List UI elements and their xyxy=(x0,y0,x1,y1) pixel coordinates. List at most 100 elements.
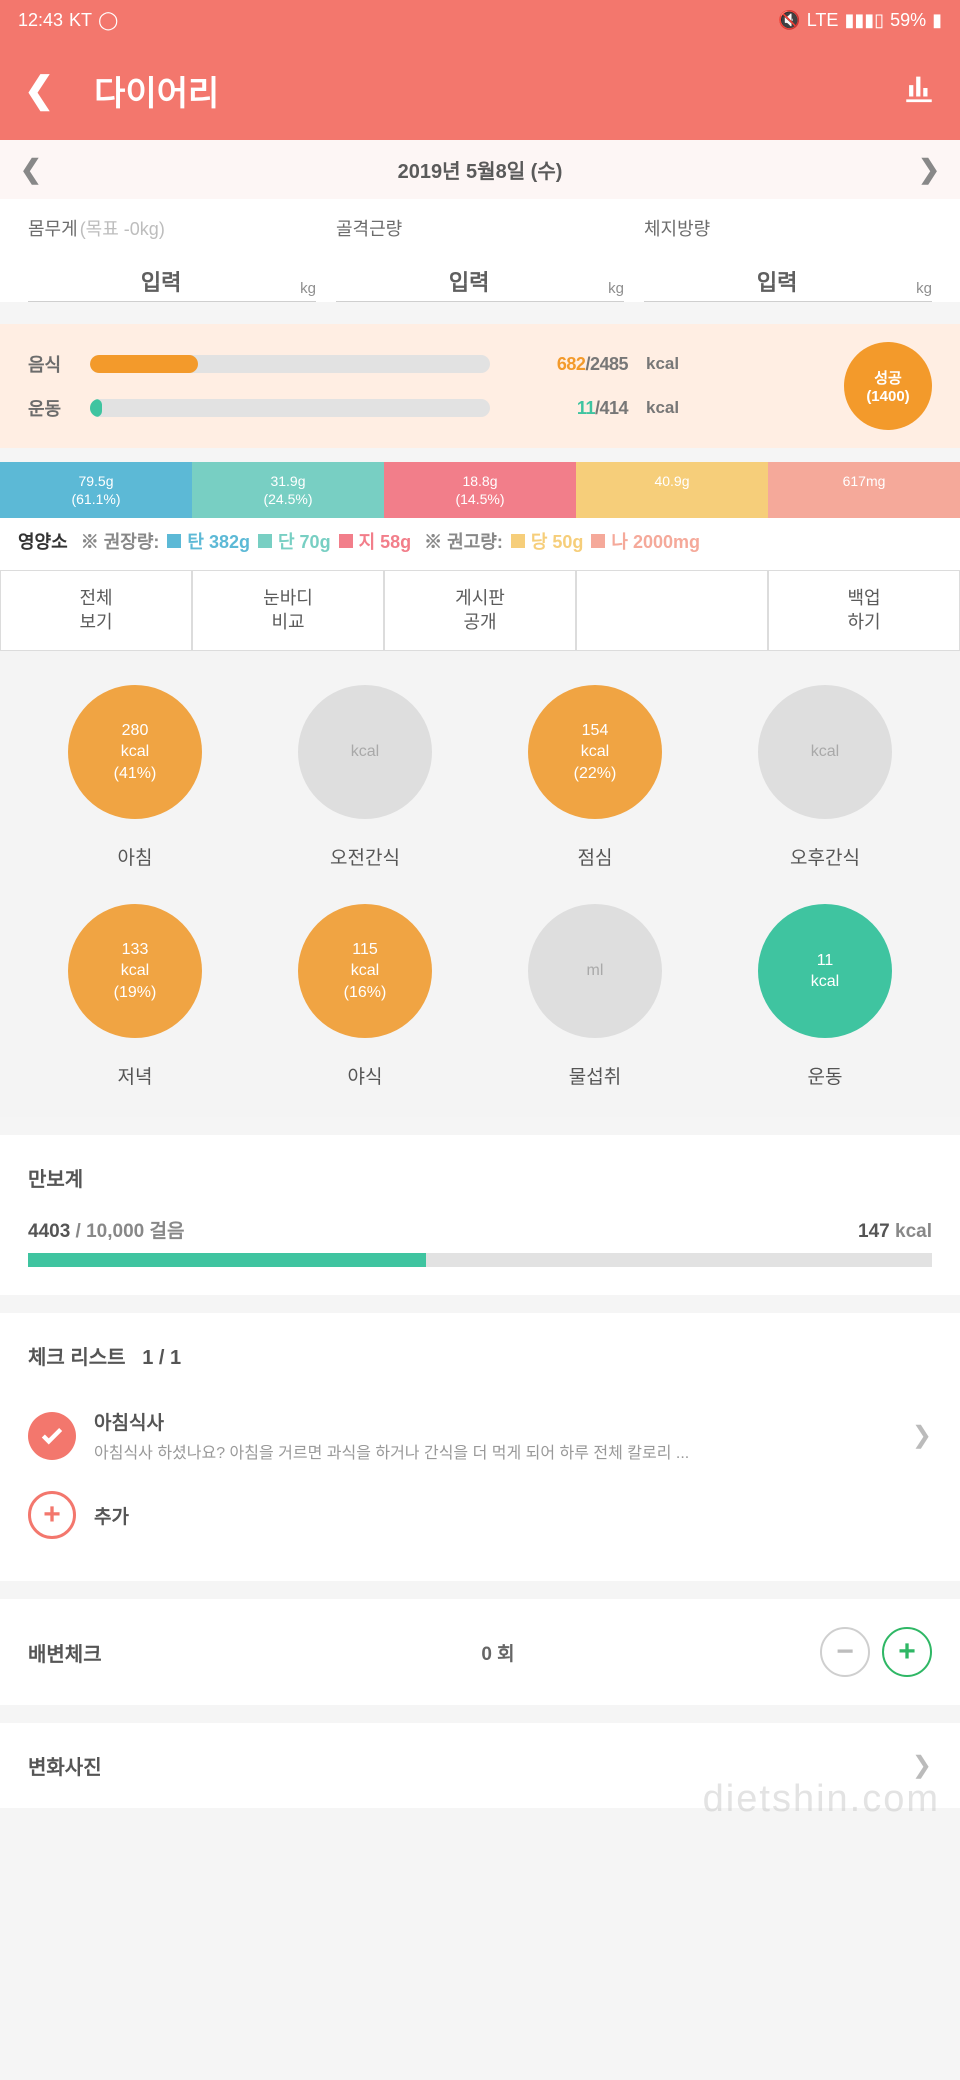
checklist-text: 아침식사 아침식사 하셨나요? 아침을 거르면 과식을 하거나 간식을 더 먹게… xyxy=(94,1408,894,1463)
network-label: LTE xyxy=(807,10,839,31)
bowel-label: 배변체크 xyxy=(28,1638,188,1667)
nutrient-legend: 영양소 ※ 권장량:탄 382g단 70g지 58g ※ 권고량:당 50g나 … xyxy=(0,518,960,570)
pedometer-section: 만보계 4403 / 10,000 걸음 147 kcal xyxy=(0,1135,960,1295)
meal-cell[interactable]: kcal오후간식 xyxy=(710,685,940,870)
exercise-progress-fill xyxy=(90,399,102,417)
metric-input-row[interactable]: 입력 kg xyxy=(336,265,624,302)
body-metrics: 몸무게(목표 -0kg) 입력kg골격근량 입력kg체지방량 입력kg xyxy=(0,199,960,302)
plus-circle-icon: + xyxy=(28,1491,76,1539)
metric-input[interactable]: 입력 xyxy=(644,265,910,297)
goal-badge[interactable]: 성공 (1400) xyxy=(844,342,932,430)
exercise-progress xyxy=(90,399,490,417)
meal-circle: 11kcal xyxy=(758,904,892,1038)
chevron-right-icon: ❯ xyxy=(912,1751,932,1780)
status-left: 12:43 KT ◯ xyxy=(18,10,118,31)
check-done-icon xyxy=(28,1412,76,1460)
metric-input-row[interactable]: 입력 kg xyxy=(644,265,932,302)
status-carrier: KT xyxy=(69,10,92,31)
meal-circle: kcal xyxy=(758,685,892,819)
page-title: 다이어리 xyxy=(94,66,902,115)
status-bar: 12:43 KT ◯ 🔇 LTE ▮▮▮▯ 59% ▮ xyxy=(0,0,960,40)
signal-icon: ▮▮▮▯ xyxy=(844,10,884,31)
meal-cell[interactable]: 133kcal(19%)저녁 xyxy=(20,904,250,1089)
meal-circle: 115kcal(16%) xyxy=(298,904,432,1038)
meal-name: 오전간식 xyxy=(330,843,400,870)
food-unit: kcal xyxy=(646,354,690,374)
steps-kcal: 147 xyxy=(858,1221,890,1242)
calorie-rows: 음식 682/2485 kcal 운동 11/414 kcal xyxy=(28,351,824,421)
meal-name: 물섭취 xyxy=(569,1062,621,1089)
prev-day-button[interactable]: ❮ xyxy=(20,154,42,185)
food-progress-fill xyxy=(90,355,198,373)
metric-input[interactable]: 입력 xyxy=(28,265,294,297)
metric-2[interactable]: 체지방량 입력kg xyxy=(644,215,932,302)
checklist-add-label: 추가 xyxy=(94,1502,129,1529)
tab[interactable]: 눈바디비교 xyxy=(192,570,384,651)
steps-goal: / 10,000 걸음 xyxy=(70,1221,184,1242)
exercise-unit: kcal xyxy=(646,398,690,418)
metric-input[interactable]: 입력 xyxy=(336,265,602,297)
tab[interactable]: 백업하기 xyxy=(768,570,960,651)
metric-0[interactable]: 몸무게(목표 -0kg) 입력 kg xyxy=(28,215,316,302)
metric-unit: kg xyxy=(300,280,316,297)
tab[interactable]: 게시판공개 xyxy=(384,570,576,651)
metric-label: 골격근량 xyxy=(336,215,624,241)
metric-input-row[interactable]: 입력 kg xyxy=(28,265,316,302)
metric-unit: kg xyxy=(916,280,932,297)
checklist-title: 체크 리스트 1 / 1 xyxy=(28,1341,932,1370)
exercise-values: 11/414 xyxy=(508,398,628,419)
photo-section[interactable]: 변화사진 ❯ xyxy=(0,1723,960,1808)
checklist-item[interactable]: 아침식사 아침식사 하셨나요? 아침을 거르면 과식을 하거나 간식을 더 먹게… xyxy=(28,1394,932,1477)
meal-cell[interactable]: kcal오전간식 xyxy=(250,685,480,870)
checkmark-icon xyxy=(39,1423,65,1449)
meal-circle: 133kcal(19%) xyxy=(68,904,202,1038)
food-values: 682/2485 xyxy=(508,354,628,375)
steps-kcal-unit: kcal xyxy=(890,1221,932,1242)
exercise-label: 운동 xyxy=(28,395,72,421)
date-navigator: ❮ 2019년 5월8일 (수) ❯ xyxy=(0,140,960,199)
steps-current: 4403 xyxy=(28,1221,70,1242)
meal-cell[interactable]: 154kcal(22%) 점심 xyxy=(480,685,710,870)
exercise-calorie-row: 운동 11/414 kcal xyxy=(28,395,824,421)
battery-icon: ▮ xyxy=(932,10,942,31)
bowel-minus-button[interactable]: − xyxy=(820,1627,870,1677)
photo-label: 변화사진 xyxy=(28,1751,188,1780)
checklist-section: 체크 리스트 1 / 1 아침식사 아침식사 하셨나요? 아침을 거르면 과식을… xyxy=(0,1313,960,1581)
metric-label: 몸무게(목표 -0kg) xyxy=(28,215,316,241)
app-bar: ❮ 다이어리 xyxy=(0,40,960,140)
meal-circle: 280kcal(41%) xyxy=(68,685,202,819)
view-tabs: 전체보기눈바디비교게시판공개 백업하기 xyxy=(0,570,960,651)
metric-unit: kg xyxy=(608,280,624,297)
meal-circle: 154kcal(22%) xyxy=(528,685,662,819)
bowel-plus-button[interactable]: + xyxy=(882,1627,932,1677)
meal-cell[interactable]: 280kcal(41%) 아침 xyxy=(20,685,250,870)
nutrient-segment: 617mg xyxy=(768,462,960,518)
pedometer-title: 만보계 xyxy=(28,1163,932,1192)
pedometer-values: 4403 / 10,000 걸음 147 kcal xyxy=(28,1216,932,1243)
checklist-desc: 아침식사 하셨나요? 아침을 거르면 과식을 하거나 간식을 더 먹게 되어 하… xyxy=(94,1439,894,1463)
next-day-button[interactable]: ❯ xyxy=(918,154,940,185)
meal-grid: 280kcal(41%)아침kcal오전간식154kcal(22%)점심kcal… xyxy=(0,651,960,1117)
meal-cell[interactable]: 11kcal 운동 xyxy=(710,904,940,1089)
metric-1[interactable]: 골격근량 입력 kg xyxy=(336,215,624,302)
bowel-section: 배변체크 0 회 − + xyxy=(0,1599,960,1705)
current-date[interactable]: 2019년 5월8일 (수) xyxy=(398,155,563,184)
nutrient-bar: 79.5g(61.1%)31.9g(24.5%)18.8g(14.5%)40.9… xyxy=(0,462,960,518)
goal-badge-value: (1400) xyxy=(866,388,909,405)
bar-chart-icon xyxy=(902,71,936,105)
meal-cell[interactable]: ml물섭취 xyxy=(480,904,710,1089)
stats-button[interactable] xyxy=(902,71,936,110)
meal-name: 아침 xyxy=(118,843,153,870)
meal-cell[interactable]: 115kcal(16%)야식 xyxy=(250,904,480,1089)
status-time: 12:43 xyxy=(18,10,63,31)
meal-name: 점심 xyxy=(578,843,613,870)
chevron-right-icon: ❯ xyxy=(912,1421,932,1450)
globe-icon: ◯ xyxy=(98,10,118,31)
tab[interactable]: 전체보기 xyxy=(0,570,192,651)
checklist-heading: 아침식사 xyxy=(94,1408,894,1435)
checklist-add[interactable]: + 추가 xyxy=(28,1477,932,1553)
pedometer-progress xyxy=(28,1253,932,1267)
back-button[interactable]: ❮ xyxy=(24,69,54,111)
meal-name: 운동 xyxy=(808,1062,843,1089)
checklist-count: 1 / 1 xyxy=(142,1347,181,1369)
